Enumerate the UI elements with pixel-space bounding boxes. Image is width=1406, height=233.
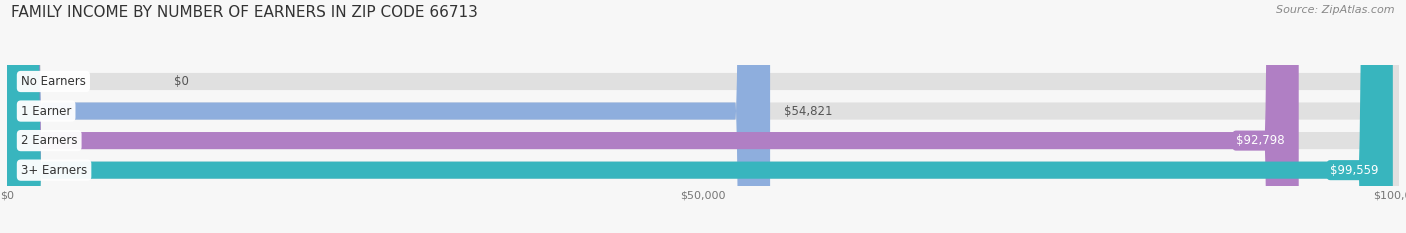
Text: $99,559: $99,559 <box>1330 164 1379 177</box>
FancyBboxPatch shape <box>7 0 1399 233</box>
Text: 2 Earners: 2 Earners <box>21 134 77 147</box>
Text: $54,821: $54,821 <box>785 105 832 117</box>
FancyBboxPatch shape <box>7 0 1399 233</box>
Text: FAMILY INCOME BY NUMBER OF EARNERS IN ZIP CODE 66713: FAMILY INCOME BY NUMBER OF EARNERS IN ZI… <box>11 5 478 20</box>
Text: No Earners: No Earners <box>21 75 86 88</box>
FancyBboxPatch shape <box>7 0 1393 233</box>
FancyBboxPatch shape <box>7 0 1299 233</box>
FancyBboxPatch shape <box>7 0 1399 233</box>
Text: Source: ZipAtlas.com: Source: ZipAtlas.com <box>1277 5 1395 15</box>
Text: 3+ Earners: 3+ Earners <box>21 164 87 177</box>
Text: $0: $0 <box>174 75 188 88</box>
FancyBboxPatch shape <box>7 0 1399 233</box>
Text: $92,798: $92,798 <box>1236 134 1285 147</box>
Text: 1 Earner: 1 Earner <box>21 105 72 117</box>
FancyBboxPatch shape <box>7 0 770 233</box>
